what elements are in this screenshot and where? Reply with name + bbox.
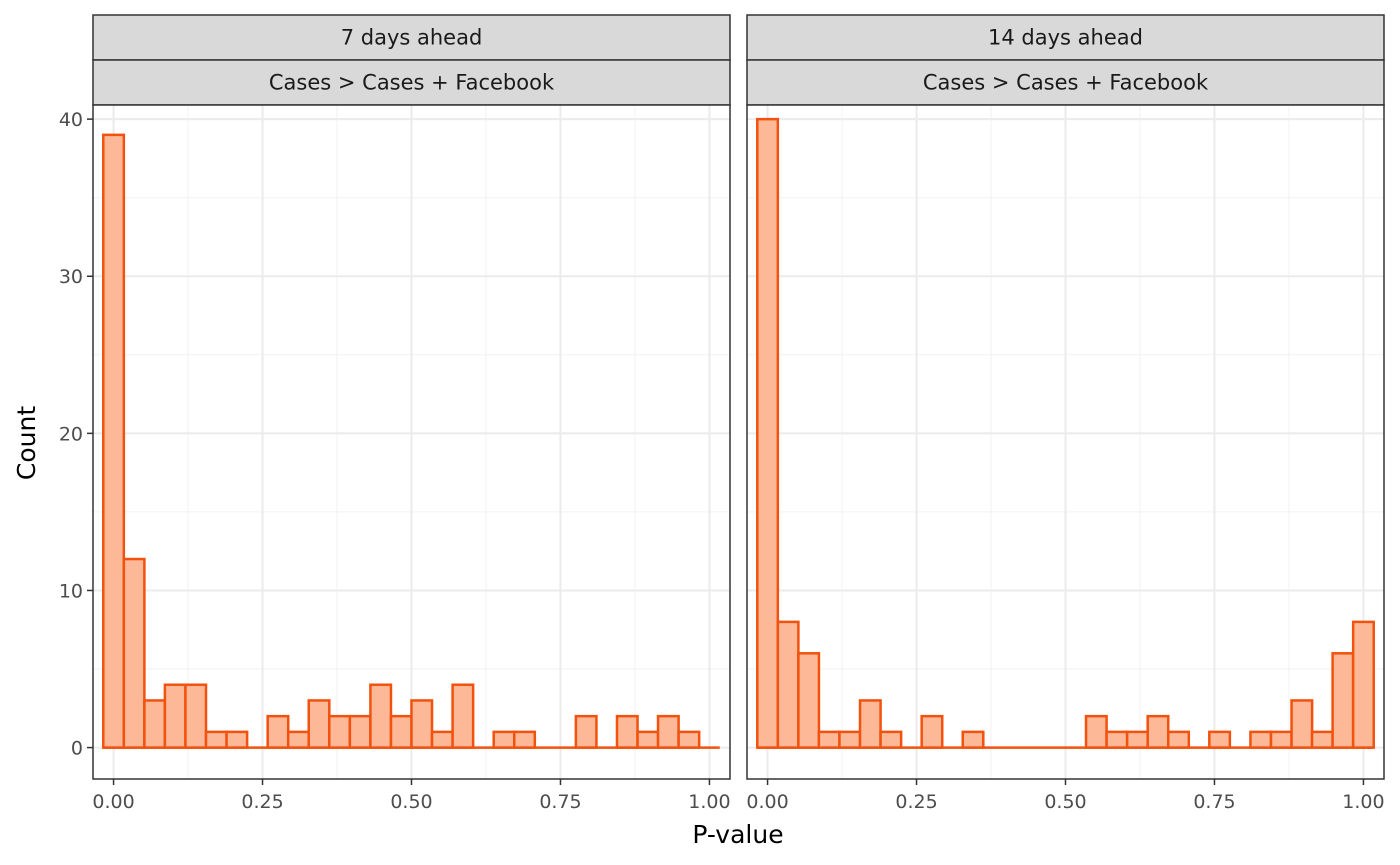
- x-axis-title: P-value: [692, 820, 783, 849]
- strip-bottom-label: Cases > Cases + Facebook: [269, 71, 555, 95]
- y-tick-label: 10: [59, 580, 83, 602]
- strip-top-bg: [746, 14, 1385, 61]
- histogram-bar: [1249, 730, 1273, 749]
- histogram-bar: [961, 730, 985, 749]
- histogram-bar: [1331, 652, 1355, 749]
- histogram-bar: [1125, 730, 1149, 749]
- x-tick-label: 0.75: [539, 791, 581, 813]
- histogram-bar: [1351, 620, 1375, 749]
- histogram-bar: [1310, 730, 1334, 749]
- histogram-bar: [920, 714, 944, 749]
- histogram-bar: [513, 730, 537, 749]
- histogram-bar: [838, 730, 862, 749]
- x-tick-label: 1.00: [688, 791, 730, 813]
- histogram-bar: [1290, 699, 1314, 749]
- histogram-bar: [389, 714, 413, 749]
- x-tick-label: 0.50: [390, 791, 432, 813]
- histogram-bar: [143, 699, 167, 749]
- x-tick-label: 0.25: [241, 791, 283, 813]
- histogram-bar: [797, 652, 821, 749]
- strip-top-label: 14 days ahead: [988, 26, 1143, 50]
- x-tick-label: 0.25: [895, 791, 937, 813]
- facet-panel-2: 14 days ahead Cases > Cases + Facebook 0.0…: [746, 14, 1385, 813]
- strip-top-bg: [92, 14, 731, 61]
- strip-bottom-label: Cases > Cases + Facebook: [923, 71, 1209, 95]
- x-tick-label: 1.00: [1342, 791, 1384, 813]
- histogram-bar: [184, 683, 208, 749]
- histogram-bar: [1084, 714, 1108, 749]
- histogram-bar: [266, 714, 290, 749]
- x-tick-label: 0.50: [1044, 791, 1086, 813]
- x-tick-label: 0.00: [92, 791, 134, 813]
- histogram-bar: [1269, 730, 1293, 749]
- facet-panel-1: 7 days ahead Cases > Cases + Facebook 0.00…: [59, 14, 731, 813]
- y-tick-label: 20: [59, 423, 83, 445]
- histogram-bar: [102, 133, 126, 749]
- histogram-bar: [430, 730, 454, 749]
- histogram-bar: [204, 730, 228, 749]
- y-tick-label: 40: [59, 109, 83, 131]
- histogram-bar: [879, 730, 903, 749]
- histogram-bar: [328, 714, 352, 749]
- histogram-bar: [776, 620, 800, 749]
- histogram-bar: [369, 683, 393, 749]
- histogram-bar: [410, 699, 434, 749]
- histogram-bar: [656, 714, 680, 749]
- strip-top-label: 7 days ahead: [341, 26, 483, 50]
- x-tick-label: 0.00: [746, 791, 788, 813]
- histogram-bar: [1105, 730, 1129, 749]
- histogram-bar: [286, 730, 310, 749]
- histogram-bar: [492, 730, 516, 749]
- x-tick-label: 0.75: [1193, 791, 1235, 813]
- histogram-bar: [615, 714, 639, 749]
- strip-bottom-bg: [92, 59, 731, 106]
- y-tick-label: 30: [59, 266, 83, 288]
- histogram-bar: [163, 683, 187, 749]
- histogram-bar: [122, 557, 146, 749]
- histogram-bar: [225, 730, 249, 749]
- y-tick-label: 0: [71, 738, 83, 760]
- histogram-bar: [574, 714, 598, 749]
- histogram-bar: [636, 730, 660, 749]
- histogram-bar: [451, 683, 475, 749]
- histogram-bar: [307, 699, 331, 749]
- histogram-bar: [858, 699, 882, 749]
- histogram-bar: [1146, 714, 1170, 749]
- histogram-bar: [1167, 730, 1191, 749]
- histogram-bar: [756, 117, 780, 749]
- histogram-bar: [817, 730, 841, 749]
- y-axis-title: Count: [12, 406, 41, 480]
- histogram-bar: [677, 730, 701, 749]
- histogram-bar: [1208, 730, 1232, 749]
- histogram-bar: [348, 714, 372, 749]
- panels: 7 days ahead Cases > Cases + Facebook 0.00…: [59, 14, 1385, 813]
